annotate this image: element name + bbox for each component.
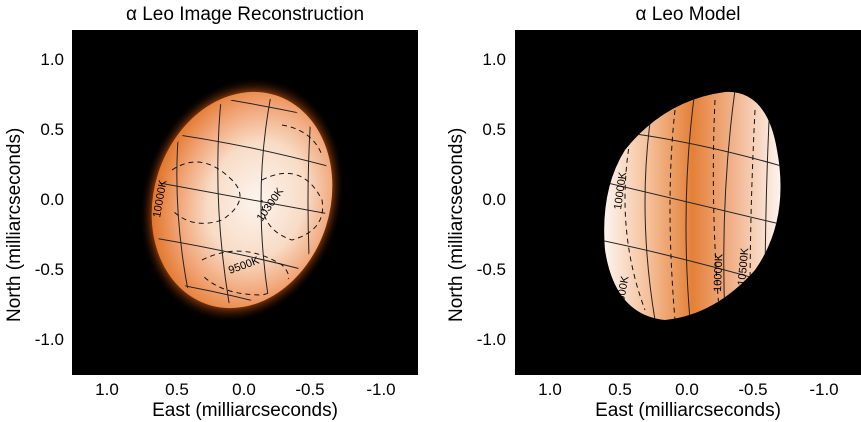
left-ytick: 1.0 <box>40 50 64 69</box>
right-ytick: -1.0 <box>476 330 506 349</box>
left-image-plot: 10000K 10300K 9500K <box>72 30 418 375</box>
left-xtick: 0.0 <box>232 380 256 399</box>
right-xtick: -1.0 <box>809 380 839 399</box>
right-x-axis-label: East (milliarcseconds) <box>595 400 781 421</box>
right-panel: α Leo Model North (milliarcseconds) 1.0 … <box>430 0 861 422</box>
left-ytick: 0.5 <box>40 120 64 139</box>
right-xtick: 0.0 <box>675 380 699 399</box>
right-ytick: 0.5 <box>482 120 506 139</box>
left-reconstruction-image: 10000K 10300K 9500K <box>131 77 355 323</box>
right-xtick: 0.5 <box>608 380 632 399</box>
left-xtick: -1.0 <box>366 380 396 399</box>
right-image-plot: 10000K 10000K 10500K 9500K <box>515 30 861 375</box>
left-xtick: 1.0 <box>95 380 119 399</box>
right-xtick: 1.0 <box>538 380 562 399</box>
right-contour-label: 9500K <box>614 274 631 308</box>
right-ytick: 1.0 <box>482 50 506 69</box>
left-x-axis-label: East (milliarcseconds) <box>152 400 338 421</box>
right-model-image: 10000K 10000K 10500K 9500K <box>604 91 781 320</box>
right-ytick: -0.5 <box>476 260 506 279</box>
left-panel: α Leo Image Reconstruction North (millia… <box>0 0 430 422</box>
left-y-axis-label: North (milliarcseconds) <box>4 127 25 322</box>
left-ytick: -1.0 <box>34 330 64 349</box>
right-contour-label: 10500K <box>736 247 751 286</box>
left-ytick: -0.5 <box>34 260 64 279</box>
left-ytick: 0.0 <box>40 190 64 209</box>
right-contour-label: 10000K <box>612 171 629 211</box>
right-xtick: -0.5 <box>738 380 768 399</box>
right-ytick: 0.0 <box>482 190 506 209</box>
left-xtick: 0.5 <box>165 380 189 399</box>
right-y-axis-label: North (milliarcseconds) <box>446 127 467 322</box>
left-panel-title: α Leo Image Reconstruction <box>125 4 365 25</box>
right-panel-title: α Leo Model <box>635 4 741 25</box>
left-xtick: -0.5 <box>295 380 325 399</box>
right-contour-label: 10000K <box>712 253 725 292</box>
